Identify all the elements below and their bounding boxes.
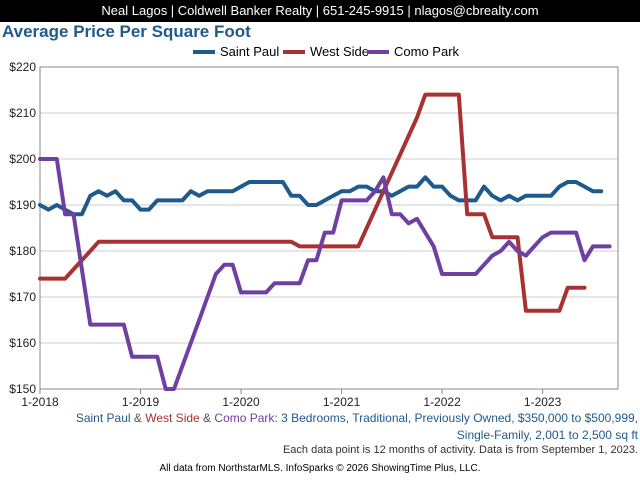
footnote-amp-1: &	[133, 411, 142, 425]
legend-swatch-west-side	[283, 49, 305, 54]
legend-label-west-side: West Side	[310, 44, 370, 59]
footnote-line-1: Saint Paul & West Side & Como Park: 3 Be…	[2, 410, 638, 427]
footnote-amp-2: &	[203, 411, 212, 425]
legend-swatch-como-park	[367, 49, 389, 54]
data-caveat: Each data point is 12 months of activity…	[282, 444, 638, 456]
y-tick-label: $200	[9, 152, 36, 166]
x-tick-label: 1-2018	[21, 395, 59, 409]
legend-item-como-park[interactable]: Como Park	[367, 44, 459, 59]
x-tick-label: 1-2021	[323, 395, 361, 409]
chart-title: Average Price Per Square Foot	[2, 22, 251, 41]
x-tick-label: 1-2020	[222, 395, 260, 409]
legend-item-saint-paul[interactable]: Saint Paul	[193, 44, 279, 59]
x-tick-label: 1-2019	[122, 395, 160, 409]
legend-label-como-park: Como Park	[394, 44, 460, 59]
footnote-como-park: Como Park	[214, 411, 275, 425]
footnote-saint-paul: Saint Paul	[75, 411, 131, 425]
y-tick-label: $220	[9, 60, 36, 74]
y-tick-label: $150	[9, 382, 36, 396]
y-tick-label: $190	[9, 198, 36, 212]
y-axis-ticks: $150 $160 $170 $180 $190 $200 $210 $220	[9, 60, 36, 396]
y-tick-label: $170	[9, 290, 36, 304]
y-tick-label: $160	[9, 336, 36, 350]
legend-label-saint-paul: Saint Paul	[220, 44, 280, 59]
footnote-filter-text: : 3 Bedrooms, Traditional, Previously Ow…	[274, 411, 638, 425]
data-credit: All data from NorthstarMLS. InfoSparks ©…	[159, 463, 481, 474]
x-tick-label: 1-2023	[524, 395, 562, 409]
contact-banner: Neal Lagos | Coldwell Banker Realty | 65…	[0, 0, 640, 22]
x-tick-label: 1-2022	[423, 395, 461, 409]
chart-legend: Saint Paul West Side Como Park	[0, 44, 640, 62]
x-axis-ticks: 1-2018 1-2019 1-2020 1-2021 1-2022 1-2023	[21, 389, 562, 409]
series-line-como-park[interactable]	[38, 157, 612, 391]
legend-swatch-saint-paul	[193, 49, 215, 54]
y-tick-label: $210	[9, 106, 36, 120]
y-tick-label: $180	[9, 244, 36, 258]
plot-area-border	[39, 66, 619, 390]
footnote-line-2: Single-Family, 2,001 to 2,500 sq ft	[456, 428, 638, 442]
series-line-west-side[interactable]	[38, 92, 587, 313]
series-lines	[38, 92, 612, 391]
series-line-saint-paul[interactable]	[38, 175, 604, 217]
footnote-west-side: West Side	[145, 411, 200, 425]
legend-item-west-side[interactable]: West Side	[283, 44, 369, 59]
